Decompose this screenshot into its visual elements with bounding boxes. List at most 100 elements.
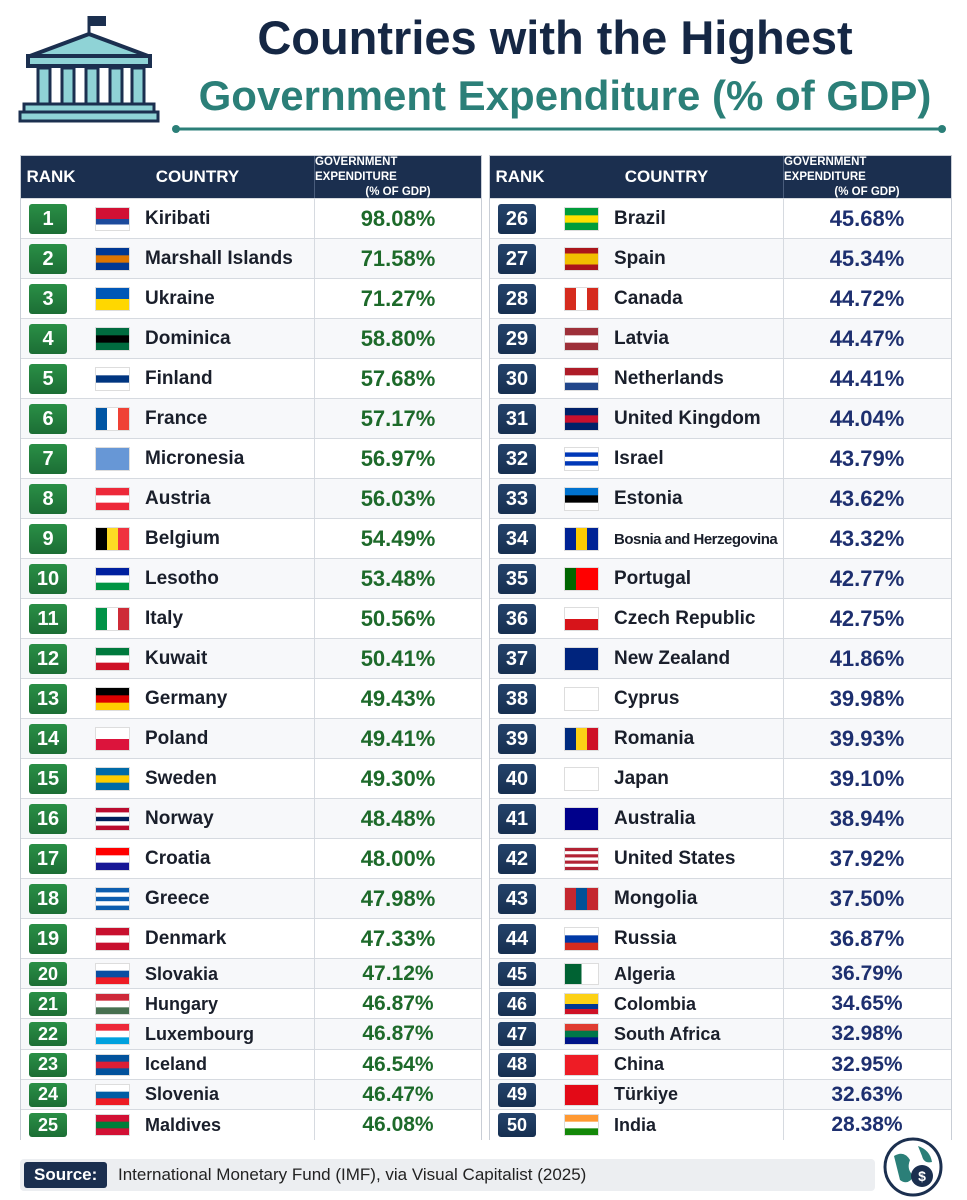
flag-stripe [96, 896, 129, 902]
flag [564, 287, 599, 311]
flag [95, 847, 130, 871]
flag-stripe [96, 821, 129, 827]
rank-badge: 21 [29, 992, 67, 1017]
rank-badge: 20 [29, 962, 67, 987]
country-name: Maldives [145, 1114, 222, 1135]
table-row: 9 Belgium 54.49% [21, 518, 481, 559]
rank-badge: 48 [498, 1052, 536, 1077]
country-name: Brazil [614, 208, 666, 229]
flag-stripe [96, 901, 129, 907]
flag-stripe [96, 808, 129, 813]
rank-badge: 24 [29, 1082, 67, 1107]
table-header: RANK COUNTRY GOVERNMENT EXPENDITURE (% OF G… [21, 156, 481, 198]
rank-badge: 47 [498, 1022, 536, 1047]
country-name: Italy [145, 608, 184, 629]
flag-stripe [565, 648, 598, 670]
expenditure-value: 37.50% [783, 879, 950, 919]
country-name: Australia [614, 808, 696, 829]
flag-stripe [565, 964, 582, 985]
flag-stripe [565, 495, 598, 504]
source-text: International Monetary Fund (IMF), via V… [118, 1165, 587, 1184]
rank-badge: 32 [498, 444, 536, 474]
column-header: GOVERNMENT EXPENDITURE (% OF GDP) [783, 156, 950, 198]
rank-badge: 5 [29, 364, 67, 394]
expenditure-value: 42.77% [783, 559, 950, 599]
flag-stripe [96, 848, 129, 856]
flag-stripe [96, 368, 129, 376]
table: RANK COUNTRY GOVERNMENT EXPENDITURE (% OF G… [20, 155, 482, 1141]
flag-stripe [118, 608, 129, 630]
table-row: 7 Micronesia 56.97% [21, 438, 481, 479]
flag-stripe [565, 1009, 598, 1015]
expenditure-value: 57.17% [314, 399, 481, 439]
country-name: Iceland [145, 1054, 208, 1075]
flag-stripe [565, 342, 598, 350]
flag-stripe [565, 1128, 598, 1136]
flag-stripe [96, 905, 129, 910]
table-row: 30 Netherlands 44.41% [490, 358, 951, 399]
flag-stripe [96, 739, 129, 750]
flag-stripe [96, 208, 129, 214]
rank-badge: 40 [498, 764, 536, 794]
flag [564, 327, 599, 351]
flag-stripe [565, 688, 598, 710]
country-name: Hungary [145, 993, 219, 1014]
flag-stripe [96, 575, 129, 584]
rank-badge: 46 [498, 992, 536, 1017]
table-row: 15 Sweden 49.30% [21, 758, 481, 799]
table-row: 1 Kiribati 98.08% [21, 198, 481, 239]
country-name: Russia [614, 928, 677, 949]
flag-stripe [565, 253, 598, 260]
flag-stripe [118, 528, 129, 550]
expenditure-value: 56.97% [314, 439, 481, 479]
rank-badge: 7 [29, 444, 67, 474]
country-name: Germany [145, 688, 228, 709]
table-row: 10 Lesotho 53.48% [21, 558, 481, 599]
table-row: 50 India 28.38% [490, 1109, 951, 1141]
expenditure-value: 49.41% [314, 719, 481, 759]
flag-stripe [107, 408, 119, 430]
country-name: Israel [614, 448, 664, 469]
flag [564, 447, 599, 471]
flag-stripe [96, 662, 129, 670]
flag-stripe [565, 619, 598, 630]
country-name: Canada [614, 288, 683, 309]
flag-stripe [565, 465, 598, 470]
flag-stripe [576, 728, 588, 750]
flag [564, 567, 599, 591]
table-row: 16 Norway 48.48% [21, 798, 481, 839]
flag-stripe [96, 1115, 129, 1123]
flag-stripe [576, 528, 588, 550]
table-row: 20 Slovakia 47.12% [21, 958, 481, 990]
flag-stripe [96, 288, 129, 300]
flag-stripe [96, 855, 129, 864]
flag-stripe [565, 461, 598, 467]
table-row: 3 Ukraine 71.27% [21, 278, 481, 319]
flag [95, 993, 130, 1016]
flag-stripe [96, 382, 129, 390]
flag [95, 647, 130, 671]
expenditure-value: 49.43% [314, 679, 481, 719]
flag-stripe [96, 375, 129, 384]
expenditure-value: 49.30% [314, 759, 481, 799]
table-row: 23 Iceland 46.54% [21, 1048, 481, 1080]
table-row: 41 Australia 38.94% [490, 798, 951, 839]
expenditure-value: 47.12% [314, 959, 481, 990]
country-name: Greece [145, 888, 210, 909]
flag [95, 567, 130, 591]
flag [564, 407, 599, 431]
country-name: Croatia [145, 848, 211, 869]
flag-stripe [96, 328, 129, 336]
flag-stripe [96, 262, 129, 270]
expenditure-value: 56.03% [314, 479, 481, 519]
rank-badge: 37 [498, 644, 536, 674]
flag-stripe [96, 568, 129, 576]
column-header-line: GOVERNMENT EXPENDITURE [315, 155, 398, 183]
flag [95, 1023, 130, 1046]
title-underline [172, 125, 946, 133]
flag-stripe [96, 812, 129, 818]
flag-stripe [96, 688, 129, 696]
flag-stripe [96, 1121, 129, 1129]
table-row: 12 Kuwait 50.41% [21, 638, 481, 679]
expenditure-value: 32.63% [783, 1079, 950, 1110]
